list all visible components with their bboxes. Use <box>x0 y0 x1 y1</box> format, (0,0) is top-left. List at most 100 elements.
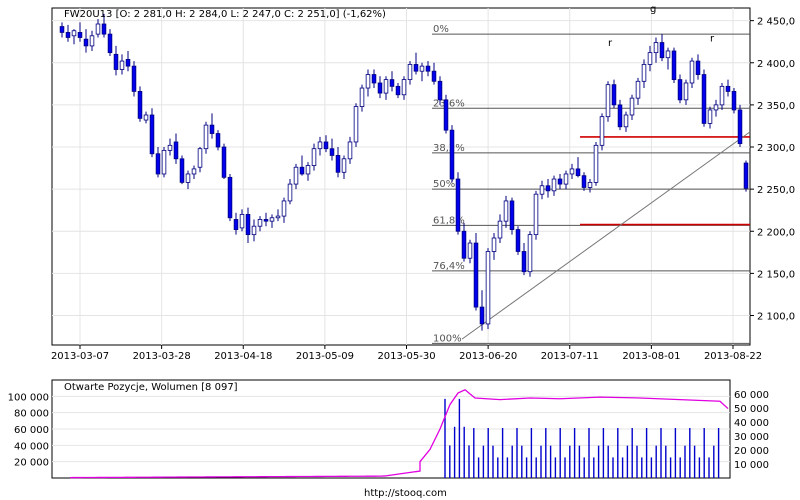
candle <box>509 197 515 235</box>
candle-body-down <box>581 175 587 188</box>
candle-body-up <box>251 225 257 236</box>
candle <box>95 18 101 38</box>
y-tick-label: 2 300,0 <box>757 143 795 154</box>
candle-body-down <box>131 65 137 92</box>
candle <box>461 222 467 262</box>
candle <box>65 24 71 42</box>
volume-tick-label: 20 000 <box>734 446 769 457</box>
candle-body-down <box>227 176 233 219</box>
x-tick-label: 2013-06-20 <box>459 351 517 362</box>
candle-body-up <box>239 214 245 229</box>
candle <box>395 82 401 99</box>
fib-level-label: 0% <box>433 24 449 35</box>
candle-body-up <box>197 148 203 168</box>
candle-body-up <box>587 181 593 188</box>
candle-body-up <box>647 52 653 65</box>
candle-body-down <box>521 251 527 273</box>
candle <box>695 54 701 80</box>
candle <box>419 62 425 82</box>
candle <box>551 175 557 196</box>
volume-tick-label: 60 000 <box>734 390 769 401</box>
candle <box>317 136 323 156</box>
candle <box>341 155 347 180</box>
candle <box>413 52 419 75</box>
candle <box>623 111 629 132</box>
candle-body-up <box>71 30 77 37</box>
candle <box>683 79 689 105</box>
oi-tick-label: 40 000 <box>14 441 49 452</box>
candle <box>515 226 521 255</box>
candle <box>449 125 455 183</box>
candle <box>431 62 437 85</box>
x-tick-label: 2013-03-28 <box>133 351 191 362</box>
x-tick-label: 2013-05-09 <box>296 351 354 362</box>
candle-body-up <box>143 114 149 121</box>
candle-body-up <box>539 185 545 195</box>
candle-body-up <box>563 173 569 185</box>
candle <box>305 162 311 181</box>
candle <box>107 29 113 57</box>
candle-body-down <box>413 64 419 72</box>
candle <box>149 108 155 158</box>
candle-body-down <box>215 133 221 148</box>
candle <box>743 160 749 192</box>
candle <box>581 172 587 191</box>
candle <box>155 147 161 178</box>
candle-body-down <box>449 129 455 180</box>
oi-tick-label: 60 000 <box>14 425 49 436</box>
candle-body-down <box>473 242 479 308</box>
candle-body-down <box>65 32 71 38</box>
candle <box>479 290 485 331</box>
candle <box>281 197 287 223</box>
candle-body-down <box>431 70 437 82</box>
candle-body-down <box>335 155 341 173</box>
candle-body-down <box>125 58 131 67</box>
candle-body-down <box>113 53 119 70</box>
candle-body-up <box>401 79 407 96</box>
candle <box>71 29 77 45</box>
candle <box>389 71 395 92</box>
candle <box>677 74 683 104</box>
candle <box>311 143 317 171</box>
x-tick-label: 2013-03-07 <box>51 351 109 362</box>
candle <box>335 147 341 178</box>
candle <box>269 214 275 228</box>
candle-body-up <box>191 168 197 175</box>
candle <box>599 113 605 151</box>
candle <box>731 88 737 114</box>
open-interest-line <box>69 389 729 479</box>
candle <box>125 50 131 72</box>
candle-body-down <box>173 141 179 160</box>
candle-body-up <box>527 234 533 273</box>
y-tick-label: 2 250,0 <box>757 185 795 196</box>
candle-body-up <box>629 97 635 116</box>
y-tick-label: 2 150,0 <box>757 269 795 280</box>
candle-body-up <box>287 183 293 202</box>
candle-body-down <box>323 141 329 150</box>
candle <box>701 69 707 127</box>
candle-body-up <box>713 104 719 111</box>
volume-tick-label: 40 000 <box>734 418 769 429</box>
candle-body-down <box>617 104 623 128</box>
candle <box>89 30 95 51</box>
candlesticks <box>59 13 749 331</box>
candle-body-up <box>599 116 605 146</box>
candle <box>263 212 269 227</box>
candle <box>485 248 491 329</box>
candle <box>617 99 623 131</box>
volume-title: Otwarte Pozycje, Wolumen [8 097] <box>64 382 238 393</box>
candle <box>167 138 173 156</box>
candle-body-down <box>395 85 401 96</box>
candle-body-down <box>479 306 485 325</box>
candle <box>77 22 83 42</box>
candle-body-up <box>419 65 425 72</box>
candle-body-up <box>257 219 263 227</box>
candle <box>191 165 197 180</box>
y-tick-label: 2 200,0 <box>757 227 795 238</box>
candle-body-up <box>89 35 95 47</box>
source-link[interactable]: http://stooq.com <box>364 488 447 499</box>
candle-body-down <box>263 219 269 222</box>
candle-body-up <box>407 64 413 81</box>
candle <box>161 147 167 178</box>
